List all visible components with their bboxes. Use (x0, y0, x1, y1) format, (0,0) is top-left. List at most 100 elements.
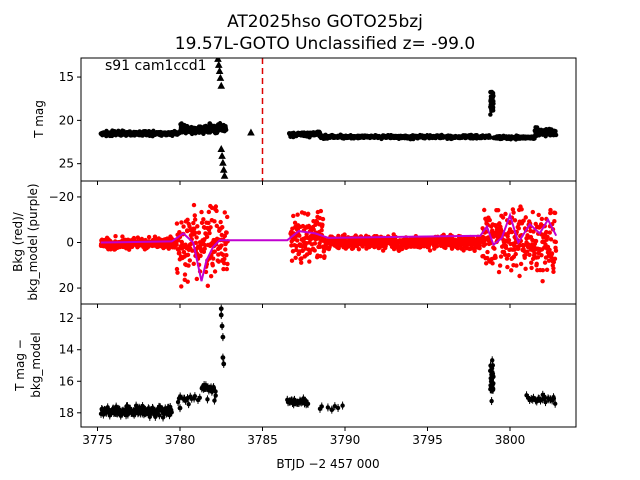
data-point (547, 230, 552, 235)
data-point (503, 245, 509, 251)
data-point (305, 401, 311, 407)
data-point (524, 249, 530, 254)
data-point (219, 243, 224, 248)
data-point (202, 246, 207, 251)
data-point (322, 254, 327, 259)
data-point-triangle (247, 128, 255, 136)
data-point (220, 252, 226, 258)
data-point (545, 234, 550, 240)
data-point (523, 252, 528, 258)
data-point (509, 268, 514, 273)
data-point (205, 283, 211, 289)
data-point (488, 112, 493, 117)
data-point (295, 212, 300, 217)
data-point (552, 256, 558, 262)
data-point-triangle (219, 158, 227, 166)
data-point (544, 229, 549, 235)
data-point (198, 253, 203, 258)
data-point-triangle (214, 60, 223, 68)
data-point (185, 252, 191, 258)
data-point (502, 252, 508, 257)
data-point (551, 269, 556, 275)
data-point (157, 413, 162, 418)
x-tick-label: 3785 (247, 433, 278, 447)
data-point (201, 217, 206, 222)
data-point (214, 223, 220, 229)
ylabel-middle-line-2: bkg_model (purple) (26, 183, 40, 300)
data-point (299, 256, 304, 261)
data-point (135, 235, 141, 240)
data-point-triangle (218, 151, 226, 159)
data-point (197, 395, 202, 400)
y-tick-label: 15 (59, 70, 74, 84)
data-point (191, 202, 197, 208)
data-point (187, 258, 193, 263)
data-point (490, 363, 496, 368)
data-point (553, 248, 559, 253)
axes-frame (80, 57, 577, 182)
data-point (193, 240, 199, 246)
data-point (513, 251, 518, 257)
data-layer (98, 304, 558, 422)
data-point (399, 246, 405, 252)
data-point (485, 249, 490, 255)
data-point (194, 276, 200, 282)
data-point-triangle (219, 165, 228, 173)
data-point (544, 267, 550, 272)
data-point (552, 401, 558, 406)
data-point (536, 212, 541, 218)
data-point (469, 245, 474, 251)
y-tick-label: 25 (59, 157, 74, 171)
data-point (518, 261, 524, 267)
data-point (497, 263, 503, 268)
data-point (356, 246, 362, 252)
data-point (223, 127, 229, 133)
data-point (427, 248, 433, 253)
data-layer (98, 58, 559, 179)
top-annotation: s91 cam1ccd1 (105, 58, 207, 74)
data-point (490, 108, 496, 113)
data-point (289, 258, 295, 263)
data-point (519, 207, 524, 212)
data-point (320, 216, 326, 222)
data-point (174, 266, 180, 272)
data-point (307, 259, 312, 264)
data-point (289, 243, 294, 248)
data-point (207, 230, 212, 236)
data-point (216, 259, 221, 264)
data-point (549, 251, 555, 256)
data-point (191, 220, 196, 226)
data-point (208, 274, 214, 279)
data-point (548, 207, 553, 213)
data-point (529, 260, 534, 265)
data-point (523, 266, 528, 272)
data-point (306, 211, 311, 217)
data-point (294, 243, 299, 249)
x-tick-label: 3790 (330, 433, 361, 447)
data-point (224, 230, 229, 235)
data-point (290, 249, 296, 254)
y-tick-label: 14 (59, 343, 74, 357)
data-point (551, 266, 556, 271)
y-tick-label: −20 (49, 190, 74, 204)
data-point (186, 401, 191, 407)
data-point (491, 101, 496, 106)
data-point (312, 241, 318, 246)
data-point (298, 260, 304, 265)
xlabel: BTJD −2 457 000 (276, 457, 379, 471)
data-point (325, 405, 331, 410)
data-point (455, 246, 461, 251)
data-point (211, 256, 216, 261)
data-point (500, 215, 506, 220)
data-point-triangle (217, 81, 226, 89)
data-layer (98, 202, 559, 289)
data-point (224, 252, 229, 258)
data-point (506, 237, 512, 243)
x-tick-label: 3780 (165, 433, 196, 447)
data-point (192, 217, 198, 222)
data-point (113, 233, 118, 239)
data-point (509, 229, 515, 235)
data-point (312, 248, 317, 253)
data-point (511, 210, 516, 215)
data-point (179, 220, 184, 225)
